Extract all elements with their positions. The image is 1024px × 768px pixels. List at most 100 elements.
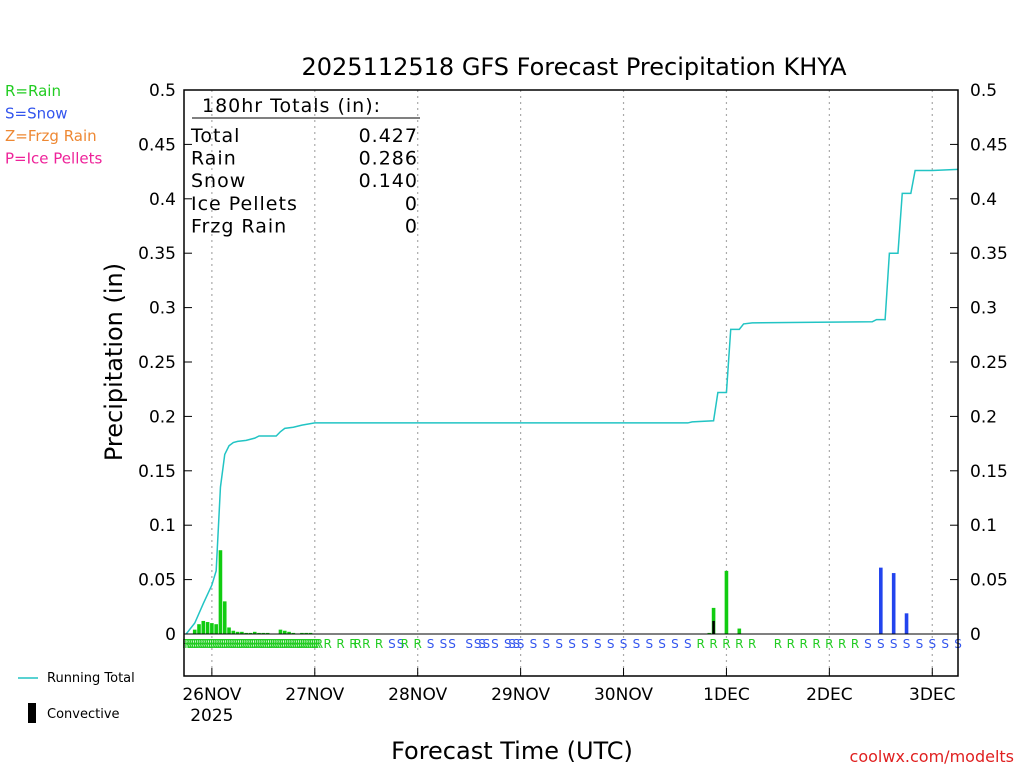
ptype-letter: R bbox=[182, 637, 190, 651]
ptype-letter: R bbox=[229, 637, 237, 651]
convective-legend-swatch bbox=[28, 703, 36, 723]
ptype-letter: S bbox=[478, 637, 486, 651]
y-tick-label: 0.5 bbox=[149, 81, 176, 101]
ptype-letter: R bbox=[709, 637, 717, 651]
bar-rain bbox=[218, 550, 223, 634]
bar-rain bbox=[287, 631, 291, 634]
y-tick-label-right: 0.5 bbox=[970, 81, 997, 101]
convective-legend-label: Convective bbox=[47, 707, 120, 722]
ptype-legend: R=Rain S=Snow Z=Frzg Rain P=Ice Pellets bbox=[5, 82, 102, 168]
bar-rain bbox=[261, 632, 266, 634]
bar-rain bbox=[265, 632, 270, 634]
bar-snow bbox=[891, 573, 896, 634]
totals-header: 180hr Totals (in): bbox=[202, 95, 381, 117]
bar-rain bbox=[291, 632, 296, 634]
ptype-letter: S bbox=[864, 637, 872, 651]
ptype-letter: R bbox=[289, 637, 297, 651]
ptype-letter: R bbox=[306, 637, 314, 651]
ptype-letter: R bbox=[313, 637, 321, 651]
ptype-letter: S bbox=[517, 637, 525, 651]
x-tick-label: 30NOV bbox=[594, 685, 653, 705]
bar-rain bbox=[227, 627, 231, 634]
ptype-letter: R bbox=[283, 637, 291, 651]
bar-rain bbox=[252, 631, 257, 634]
legend-item: Z=Frzg Rain bbox=[5, 127, 97, 145]
y-tick-label: 0.35 bbox=[138, 244, 176, 264]
ptype-letter: R bbox=[259, 637, 267, 651]
totals-row-label: Total bbox=[190, 125, 240, 147]
ptype-letter: R bbox=[248, 637, 256, 651]
ptype-letter: R bbox=[201, 637, 209, 651]
ptype-letter: R bbox=[218, 637, 226, 651]
ptype-letter: R bbox=[812, 637, 820, 651]
y-tick-label-right: 0.2 bbox=[970, 407, 997, 427]
x-tick-label: 1DEC bbox=[703, 685, 750, 705]
ptype-letter: S bbox=[928, 637, 936, 651]
y-tick-label-right: 0.3 bbox=[970, 299, 997, 319]
ptype-letter: R bbox=[212, 637, 220, 651]
ptype-letter: R bbox=[231, 637, 239, 651]
ptype-letter: S bbox=[448, 637, 456, 651]
ptype-letter: R bbox=[272, 637, 280, 651]
ptype-letter: S bbox=[555, 637, 563, 651]
y-tick-label-right: 0.45 bbox=[970, 135, 1008, 155]
y-tick-label-right: 0.4 bbox=[970, 190, 997, 210]
ptype-letter: R bbox=[278, 637, 286, 651]
bar-rain bbox=[300, 632, 304, 634]
legend-item: P=Ice Pellets bbox=[5, 150, 102, 168]
y-tick-label: 0.45 bbox=[138, 135, 176, 155]
bar-rain bbox=[214, 624, 218, 634]
bar-rain bbox=[231, 630, 236, 634]
ptype-letter: R bbox=[298, 637, 306, 651]
bar-snow bbox=[879, 567, 883, 634]
ptype-letter: R bbox=[227, 637, 235, 651]
precip-bars bbox=[192, 550, 909, 634]
bar-rain bbox=[724, 570, 729, 634]
plot-frame bbox=[183, 89, 959, 677]
y-tick-label: 0.2 bbox=[149, 407, 176, 427]
y-axis-ticks: 0 00.05 0.050.1 0.10.15 0.150.2 0.20.25 0.250.… bbox=[138, 81, 1008, 645]
y-tick-label-right: 0.35 bbox=[970, 244, 1008, 264]
ptype-letter: S bbox=[581, 637, 589, 651]
ptype-letter: R bbox=[276, 637, 284, 651]
ptype-letter: S bbox=[465, 637, 473, 651]
ptype-letter: S bbox=[594, 637, 602, 651]
ptype-letter: S bbox=[504, 637, 512, 651]
ptype-letter: R bbox=[735, 637, 743, 651]
ptype-letter: S bbox=[890, 637, 898, 651]
ptype-letter: R bbox=[266, 637, 274, 651]
legend-item: R=Rain bbox=[5, 82, 61, 100]
bar-rain bbox=[222, 601, 227, 634]
ptype-letter: S bbox=[620, 637, 628, 651]
ptype-letter: S bbox=[491, 637, 499, 651]
ptype-letter: R bbox=[401, 637, 409, 651]
ptype-letter: R bbox=[246, 637, 254, 651]
x-axis-label: Forecast Time (UTC) bbox=[391, 737, 633, 765]
bar-rain bbox=[210, 623, 214, 634]
ptype-letter: R bbox=[748, 637, 756, 651]
ptype-letter: R bbox=[375, 637, 383, 651]
ptype-letter: S bbox=[916, 637, 924, 651]
vertical-gridlines bbox=[211, 90, 933, 676]
bar-rain bbox=[201, 620, 206, 634]
x-tick-label: 28NOV bbox=[388, 685, 447, 705]
ptype-letter: R bbox=[221, 637, 229, 651]
totals-row-value: 0.286 bbox=[359, 148, 418, 170]
ptype-letter: R bbox=[263, 637, 271, 651]
ptype-letter: R bbox=[253, 637, 261, 651]
ptype-letter: R bbox=[774, 637, 782, 651]
totals-row-label: Frzg Rain bbox=[191, 215, 287, 237]
bar-rain bbox=[278, 629, 283, 634]
y-tick-label-right: 0.15 bbox=[970, 462, 1008, 482]
ptype-letter: R bbox=[274, 637, 282, 651]
ptype-letter: R bbox=[223, 637, 231, 651]
bar-snow bbox=[904, 613, 909, 634]
y-tick-label: 0.05 bbox=[138, 571, 176, 591]
bar-rain bbox=[308, 632, 313, 634]
bar-rain bbox=[257, 632, 261, 634]
y-tick-label: 0.4 bbox=[149, 190, 176, 210]
bar-rain bbox=[235, 631, 240, 634]
ptype-letter: R bbox=[270, 637, 278, 651]
x-tick-label: 27NOV bbox=[285, 685, 344, 705]
